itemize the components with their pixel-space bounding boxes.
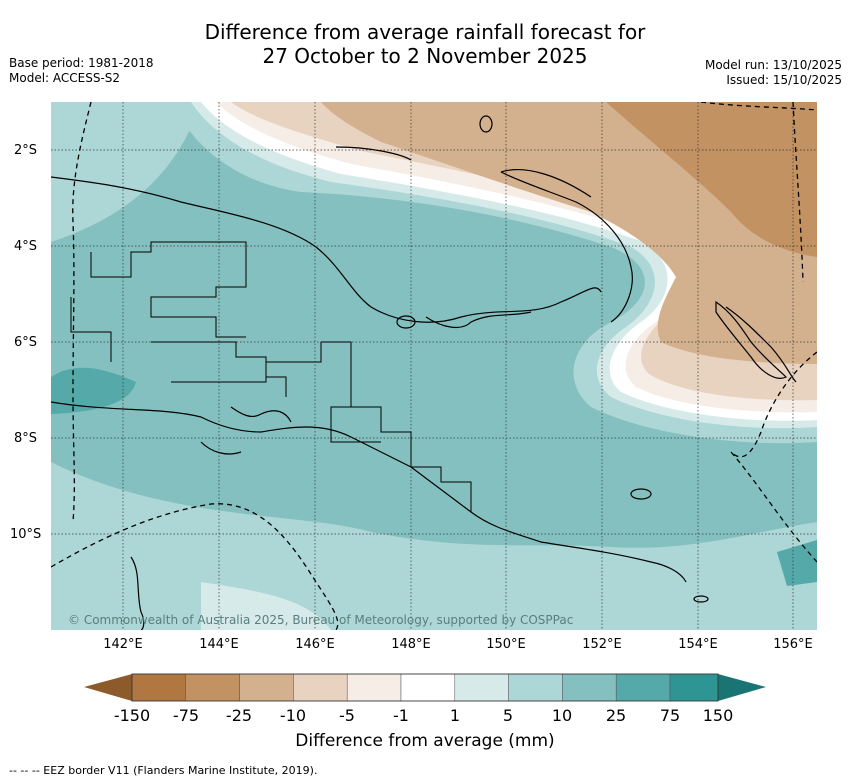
coastlines — [51, 115, 797, 630]
anomaly-band-neg25-neg75 — [606, 102, 817, 257]
lat-label: 4°S — [14, 239, 38, 254]
anomaly-band-25-75-east — [777, 540, 817, 586]
province-border — [90, 241, 247, 338]
province-border — [70, 297, 112, 362]
louisiade-island — [693, 595, 709, 603]
eez-borders — [51, 102, 817, 630]
province-border — [171, 342, 322, 383]
provincial-borders — [70, 241, 472, 512]
model-name: Model: ACCESS-S2 — [9, 71, 121, 85]
model-run: Model run: 13/10/2025 — [704, 58, 842, 72]
colorbar-label: -75 — [172, 706, 200, 725]
colorbar-label: -10 — [279, 706, 307, 725]
eez-legend-note: -- -- -- EEZ border V11 (Flanders Marine… — [9, 764, 318, 777]
colorbar-label: -5 — [339, 706, 355, 725]
colorbar-segment — [562, 673, 617, 702]
manus-island — [479, 115, 493, 133]
map-title: Difference from average rainfall forecas… — [0, 20, 850, 68]
colorbar-segment — [293, 673, 348, 702]
lat-label: 6°S — [14, 335, 38, 350]
issued-date: Issued: 15/10/2025 — [726, 73, 842, 87]
lon-label: 146°E — [295, 637, 335, 652]
colorbar — [84, 673, 766, 702]
colorbar-outline — [131, 673, 719, 702]
eez-border-north — [700, 102, 817, 111]
meta-left: Base period: 1981-2018 Model: ACCESS-S2 — [9, 56, 154, 86]
colorbar-label: 10 — [551, 706, 573, 725]
colorbar-segment — [131, 673, 187, 702]
graticule — [51, 102, 817, 630]
colorbar-segment — [508, 673, 563, 702]
title-line-2: 27 October to 2 November 2025 — [262, 44, 588, 68]
colorbar-segment — [346, 673, 402, 702]
colorbar-segment — [185, 673, 240, 702]
new-britain-north-coast — [500, 169, 592, 198]
colorbar-label: 150 — [702, 706, 734, 725]
lat-label: 2°S — [14, 143, 38, 158]
colorbar-label: 1 — [449, 706, 461, 725]
province-border — [151, 341, 287, 397]
colorbar-label: 5 — [502, 706, 514, 725]
eez-border-south — [51, 503, 339, 630]
lon-label: 156°E — [773, 637, 813, 652]
colorbar-segment — [615, 673, 671, 702]
province-border — [321, 341, 412, 467]
rossel-island — [630, 488, 652, 500]
colorbar-segment — [239, 673, 294, 702]
colorbar-segment — [400, 673, 456, 702]
anomaly-band-25-75-west — [51, 367, 136, 414]
lat-label: 8°S — [14, 431, 38, 446]
new-guinea-north-coast — [51, 176, 602, 323]
province-border — [330, 406, 381, 443]
colorbar-segment — [454, 673, 509, 702]
eez-border-west — [72, 102, 92, 523]
lat-label: 10°S — [10, 527, 42, 542]
colorbar-extend-low — [84, 674, 132, 701]
eez-border-southeast — [730, 451, 817, 563]
bougainville-coast — [725, 306, 797, 383]
colorbar-segment — [669, 673, 719, 702]
colorbar-label: 75 — [659, 706, 681, 725]
huon-peninsula — [425, 311, 532, 329]
anomaly-band-5-10 — [51, 102, 201, 242]
colorbar-title: Difference from average (mm) — [295, 731, 555, 751]
karkar-island — [396, 315, 416, 329]
colorbar-label: -150 — [113, 706, 151, 725]
lon-label: 150°E — [486, 637, 526, 652]
fly-river-delta — [230, 406, 292, 423]
anomaly-band-south — [51, 462, 817, 630]
province-border — [411, 466, 472, 512]
base-period: Base period: 1981-2018 — [9, 56, 154, 70]
colorbar-label: -1 — [393, 706, 409, 725]
colorbar-label: 25 — [605, 706, 627, 725]
new-ireland-coast — [335, 146, 412, 161]
meta-right: Model run: 13/10/2025 Issued: 15/10/2025 — [705, 58, 842, 88]
bougainville-island — [715, 300, 788, 379]
colorbar-extend-high — [718, 674, 766, 701]
copyright-notice: © Commonwealth of Australia 2025, Bureau… — [68, 613, 574, 627]
cape-york-coast — [130, 556, 145, 630]
anomaly-band-light — [201, 582, 331, 630]
title-line-1: Difference from average rainfall forecas… — [204, 20, 646, 44]
new-guinea-south-coast — [51, 401, 687, 583]
lon-label: 148°E — [391, 637, 431, 652]
new-britain-coast — [500, 171, 633, 323]
eez-border-east — [730, 351, 817, 458]
eez-border-northeast — [792, 102, 804, 283]
lon-label: 152°E — [582, 637, 622, 652]
lon-label: 142°E — [103, 637, 143, 652]
lon-label: 144°E — [199, 637, 239, 652]
colorbar-label: -25 — [225, 706, 253, 725]
torres-strait-islands — [200, 441, 242, 455]
lon-label: 154°E — [678, 637, 718, 652]
rainfall-map — [51, 102, 817, 630]
